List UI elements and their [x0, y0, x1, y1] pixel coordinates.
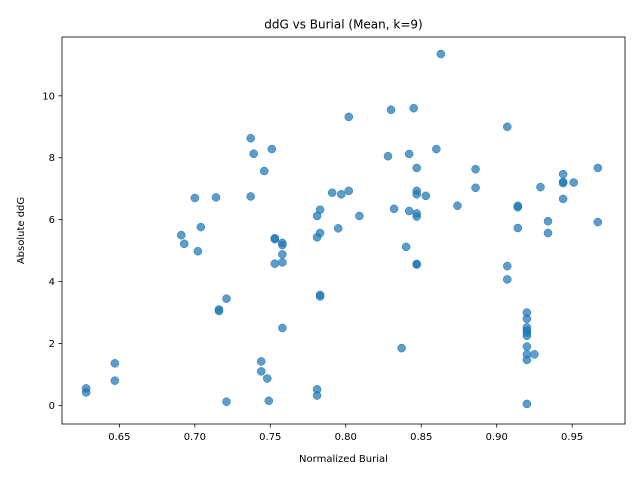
data-point-2 — [110, 359, 120, 368]
data-point-1 — [81, 388, 91, 397]
x-tick-label: 0.65 — [108, 432, 130, 443]
data-point-50 — [404, 149, 414, 159]
y-tick-label: 6 — [49, 215, 55, 226]
x-tick-label: 0.70 — [184, 432, 206, 443]
data-point-24 — [270, 234, 280, 244]
chart-title: ddG vs Burial (Mean, k=9) — [264, 18, 422, 32]
data-point-68 — [503, 275, 512, 284]
data-point-47 — [389, 204, 399, 214]
data-point-27 — [278, 240, 287, 250]
data-point-8 — [196, 222, 206, 232]
data-point-44 — [355, 211, 364, 221]
data-point-57 — [412, 212, 421, 221]
x-axis-label: Normalized Burial — [299, 454, 388, 465]
y-tick-label: 0 — [49, 401, 55, 412]
data-point-84 — [543, 216, 553, 226]
x-tick-label: 0.80 — [335, 432, 357, 443]
y-tick-label: 8 — [49, 153, 55, 164]
x-tick-label: 0.95 — [561, 432, 583, 443]
data-point-6 — [190, 193, 200, 203]
data-point-17 — [256, 357, 266, 366]
plot-area — [81, 49, 603, 409]
data-point-19 — [260, 166, 269, 176]
data-point-66 — [503, 122, 512, 132]
y-tick-label: 2 — [49, 339, 55, 350]
data-point-59 — [412, 260, 421, 269]
data-point-22 — [267, 144, 277, 154]
data-point-43 — [344, 186, 354, 196]
data-point-61 — [432, 144, 441, 154]
data-point-71 — [513, 223, 523, 233]
y-tick-label: 10 — [42, 91, 55, 102]
data-point-83 — [536, 182, 545, 192]
data-point-63 — [453, 201, 462, 210]
data-point-55 — [412, 190, 421, 199]
data-point-40 — [333, 224, 343, 233]
data-point-92 — [593, 217, 603, 227]
x-tick-label: 0.90 — [486, 432, 508, 443]
data-point-80 — [522, 355, 532, 365]
data-point-41 — [336, 190, 346, 199]
data-point-28 — [278, 250, 287, 259]
data-point-48 — [397, 343, 406, 353]
data-point-15 — [246, 192, 255, 201]
data-point-3 — [110, 376, 120, 385]
data-point-38 — [315, 292, 325, 301]
data-point-14 — [246, 133, 255, 143]
data-point-49 — [401, 242, 411, 252]
data-point-90 — [569, 178, 578, 187]
data-point-34 — [312, 391, 322, 400]
data-point-11 — [214, 306, 224, 316]
data-point-21 — [264, 396, 274, 406]
data-point-18 — [256, 367, 266, 376]
data-point-86 — [558, 169, 568, 179]
data-point-67 — [503, 261, 512, 271]
data-point-29 — [278, 258, 287, 267]
data-point-60 — [421, 191, 431, 201]
plot-frame — [61, 36, 626, 425]
data-point-91 — [593, 163, 603, 173]
data-point-45 — [383, 151, 393, 161]
data-point-78 — [522, 342, 532, 351]
data-point-35 — [315, 205, 325, 215]
data-point-70 — [513, 203, 523, 212]
y-tick-label: 4 — [49, 277, 55, 288]
data-point-7 — [193, 246, 203, 256]
data-point-53 — [412, 163, 421, 173]
data-point-16 — [249, 149, 258, 158]
data-point-51 — [404, 206, 414, 216]
data-point-36 — [315, 228, 325, 238]
data-point-85 — [543, 228, 553, 238]
data-point-5 — [180, 239, 189, 249]
data-point-64 — [471, 164, 480, 174]
data-point-13 — [222, 397, 231, 406]
data-point-88 — [558, 178, 568, 188]
data-point-62 — [436, 49, 446, 59]
data-point-77 — [522, 331, 532, 341]
data-point-81 — [522, 399, 532, 409]
y-axis: 0 2 4 6 8 10 — [42, 91, 62, 412]
data-point-12 — [222, 294, 231, 303]
data-point-52 — [409, 103, 418, 113]
data-point-65 — [471, 183, 480, 193]
data-point-89 — [558, 194, 568, 204]
data-point-4 — [176, 230, 186, 240]
data-point-9 — [211, 193, 221, 202]
data-point-30 — [278, 323, 287, 333]
x-tick-label: 0.85 — [410, 432, 432, 443]
data-point-46 — [386, 105, 396, 115]
y-axis-label: Absolute ddG — [16, 197, 27, 264]
data-point-39 — [327, 188, 337, 197]
x-axis: 0.65 0.70 0.75 0.80 0.85 0.90 0.95 — [108, 424, 583, 443]
data-point-82 — [530, 350, 539, 359]
data-point-25 — [270, 259, 280, 268]
data-point-20 — [263, 374, 272, 383]
data-point-42 — [344, 112, 354, 122]
x-tick-label: 0.75 — [259, 432, 281, 443]
data-point-73 — [522, 314, 532, 323]
